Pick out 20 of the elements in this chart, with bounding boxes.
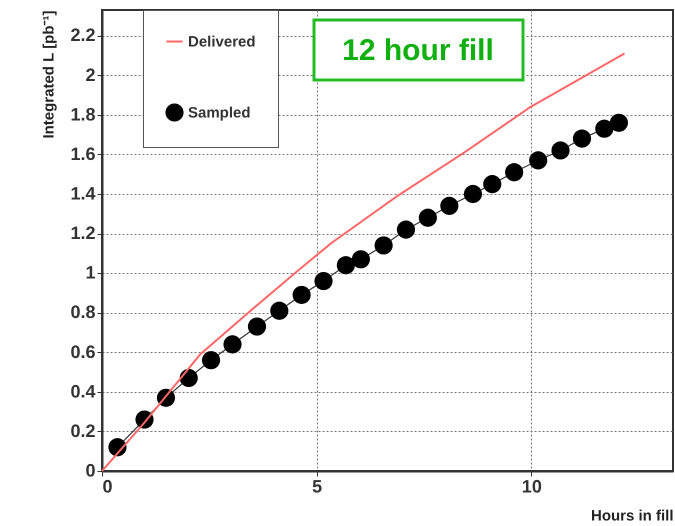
y-tick-label: 0.4 xyxy=(70,381,96,402)
y-tick-label: 1.6 xyxy=(70,144,96,164)
annotation: 12 hour fill xyxy=(342,34,494,67)
y-tick-label: 2.2 xyxy=(70,25,96,46)
y-tick-label: 2 xyxy=(85,64,96,85)
y-tick-label: 1.4 xyxy=(70,184,96,204)
y-tick-label: 0.8 xyxy=(70,302,96,322)
x-tick-label: 5 xyxy=(312,476,322,496)
legend-label: Delivered xyxy=(188,34,256,50)
y-tick-label: 0 xyxy=(85,460,96,480)
y-tick-label: 1 xyxy=(85,262,96,283)
x-axis-title: Hours in fill xyxy=(591,508,674,524)
y-tick-label: 1.8 xyxy=(70,104,96,124)
x-tick-label: 10 xyxy=(522,476,542,496)
y-tick-label: 1.2 xyxy=(70,223,96,244)
x-tick-label: 0 xyxy=(102,476,113,496)
legend-label: Sampled xyxy=(188,104,251,122)
y-axis-title: Integrated L [pb⁻¹] xyxy=(40,10,58,139)
y-tick-label: 0.6 xyxy=(70,342,96,362)
y-tick-label: 0.2 xyxy=(70,420,96,441)
